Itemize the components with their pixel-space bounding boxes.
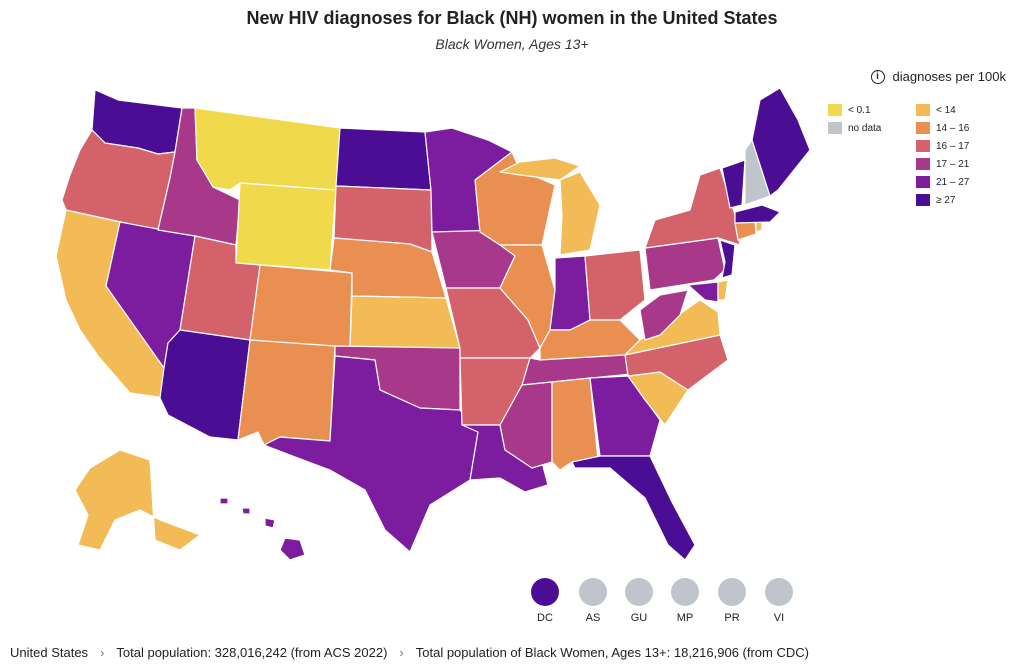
state-texas[interactable] bbox=[263, 355, 479, 553]
state-maine[interactable] bbox=[751, 87, 811, 197]
legend-swatch bbox=[916, 104, 930, 116]
state-virginia[interactable] bbox=[624, 299, 721, 356]
state-wisconsin[interactable] bbox=[474, 151, 556, 246]
state-wyoming[interactable] bbox=[235, 182, 337, 271]
state-alaska[interactable] bbox=[74, 449, 201, 551]
state-new-york[interactable] bbox=[644, 167, 741, 249]
legend-swatch bbox=[916, 140, 930, 152]
territory-as[interactable]: AS bbox=[578, 578, 608, 624]
chart-title: New HIV diagnoses for Black (NH) women i… bbox=[246, 8, 778, 28]
territory-pr[interactable]: PR bbox=[717, 578, 747, 624]
territory-gu[interactable]: GU bbox=[624, 578, 654, 624]
legend-swatch bbox=[916, 194, 930, 206]
legend-item: 14 – 16 bbox=[916, 122, 969, 134]
legend-swatch bbox=[916, 158, 930, 170]
state-north-dakota[interactable] bbox=[335, 127, 432, 191]
legend: < 0.1 no data < 14 14 – 16 16 – 17 17 – … bbox=[828, 104, 1018, 214]
state-west-virginia[interactable] bbox=[639, 289, 689, 341]
legend-swatch bbox=[916, 122, 930, 134]
chevron-right-icon: › bbox=[399, 645, 404, 660]
info-icon[interactable]: i bbox=[870, 69, 885, 84]
state-colorado[interactable] bbox=[249, 264, 353, 349]
legend-swatch bbox=[828, 122, 842, 134]
state-new-mexico[interactable] bbox=[237, 339, 336, 446]
state-hawaii-maui[interactable] bbox=[264, 517, 276, 529]
state-montana[interactable] bbox=[194, 107, 341, 191]
legend-swatch bbox=[916, 176, 930, 188]
footer-breadcrumb: United States › Total population: 328,016,… bbox=[10, 645, 809, 660]
state-delaware[interactable] bbox=[717, 279, 729, 301]
territory-mp[interactable]: MP bbox=[670, 578, 700, 624]
state-maryland[interactable] bbox=[687, 281, 719, 303]
state-indiana[interactable] bbox=[549, 255, 591, 331]
legend-item: < 0.1 bbox=[828, 104, 871, 116]
state-ohio[interactable] bbox=[584, 249, 646, 321]
legend-item: ≥ 27 bbox=[916, 194, 955, 206]
metric-label: diagnoses per 100k bbox=[892, 69, 1006, 84]
state-hawaii-oahu[interactable] bbox=[241, 507, 251, 515]
state-massachusetts[interactable] bbox=[734, 204, 781, 224]
chart-subtitle: Black Women, Ages 13+ bbox=[435, 36, 589, 52]
state-kansas[interactable] bbox=[349, 295, 461, 349]
chevron-right-icon: › bbox=[100, 645, 105, 660]
state-hawaii-kauai[interactable] bbox=[219, 497, 229, 505]
state-arizona[interactable] bbox=[159, 329, 251, 441]
legend-item: no data bbox=[828, 122, 881, 134]
group-population: Total population of Black Women, Ages 13… bbox=[415, 645, 809, 660]
legend-swatch bbox=[828, 104, 842, 116]
legend-item: < 14 bbox=[916, 104, 956, 116]
total-population: Total population: 328,016,242 (from ACS … bbox=[116, 645, 388, 660]
state-new-jersey[interactable] bbox=[719, 239, 736, 279]
breadcrumb-location[interactable]: United States bbox=[10, 645, 89, 660]
legend-item: 17 – 21 bbox=[916, 158, 969, 170]
state-alabama[interactable] bbox=[551, 377, 599, 471]
legend-item: 16 – 17 bbox=[916, 140, 969, 152]
state-hawaii[interactable] bbox=[279, 537, 306, 561]
state-florida[interactable] bbox=[571, 455, 696, 561]
territory-vi[interactable]: VI bbox=[764, 578, 794, 624]
legend-item: 21 – 27 bbox=[916, 176, 969, 188]
metric-info[interactable]: i diagnoses per 100k bbox=[870, 69, 1006, 84]
territory-dc[interactable]: DC bbox=[530, 578, 560, 624]
state-michigan-upper[interactable] bbox=[499, 157, 581, 181]
state-michigan[interactable] bbox=[559, 171, 601, 256]
state-vermont[interactable] bbox=[721, 159, 746, 209]
